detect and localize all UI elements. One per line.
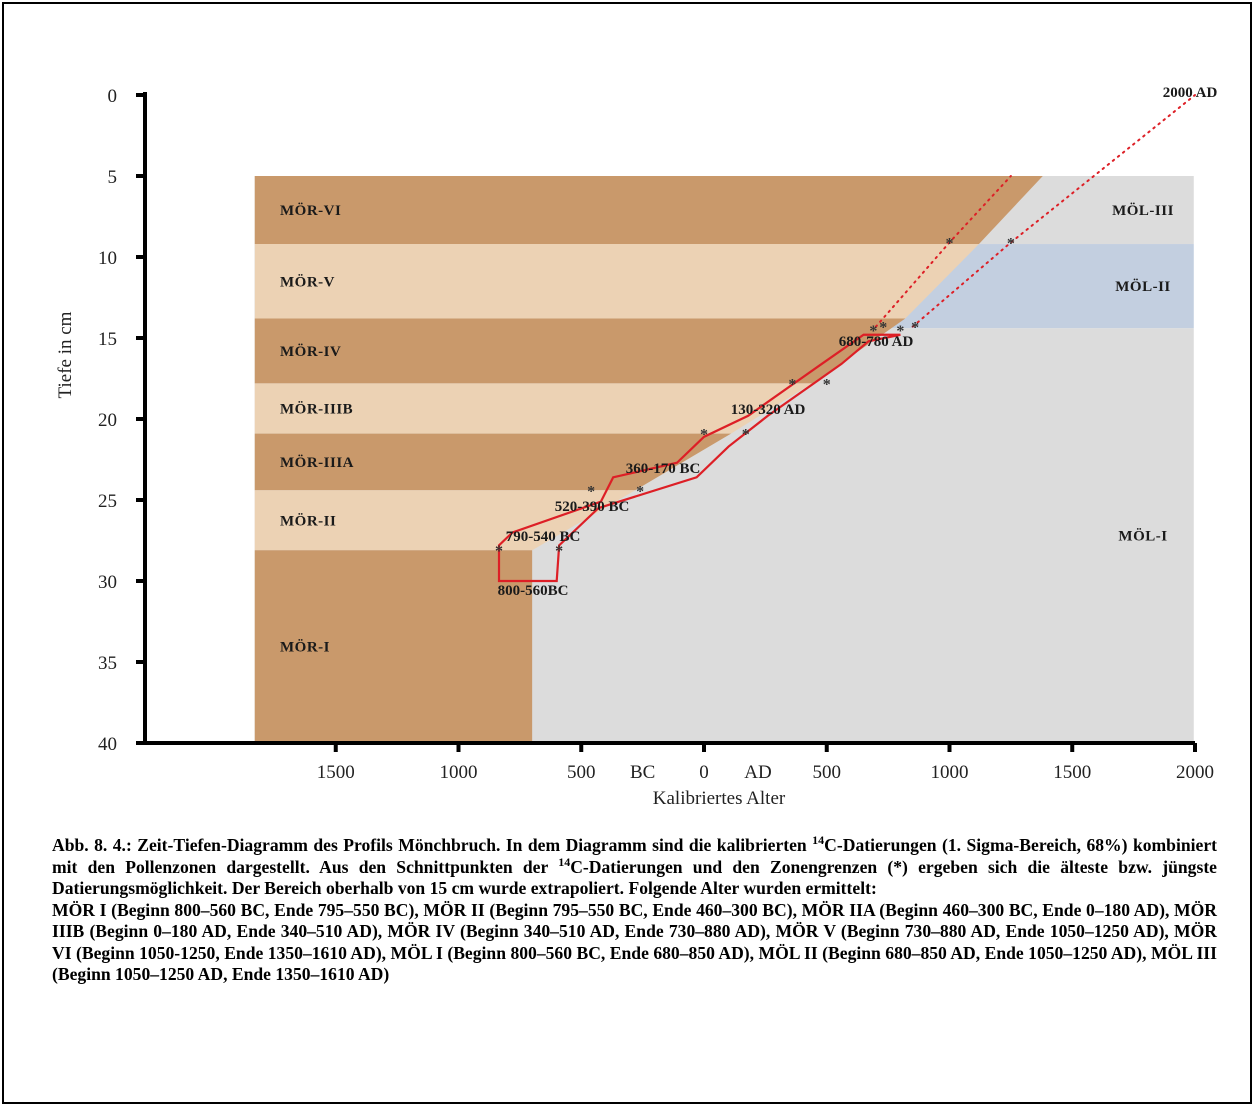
intersection-marker: * (636, 483, 644, 500)
dating-label: 520-390 BC (555, 499, 630, 515)
axes (136, 92, 1197, 752)
y-tick-label: 20 (98, 410, 117, 431)
caption-text: C-Datierungen (1. Sigma-Bereich, 68%) ko… (52, 835, 1218, 877)
mor-zone-band (254, 318, 906, 384)
y-tick-label: 10 (98, 248, 117, 269)
x-axis-title: Kalibriertes Alter (653, 788, 786, 809)
dating-label: 790-540 BC (506, 529, 581, 545)
mor-zone-label: MÖR-II (280, 512, 336, 529)
dating-label: 360-170 BC (626, 461, 701, 477)
x-tick-label: 1000 (440, 762, 478, 783)
x-era-label: AD (744, 762, 771, 783)
dating-label: 800-560BC (498, 583, 569, 599)
x-tick-label: 1500 (1053, 762, 1091, 783)
intersection-marker: * (700, 427, 708, 444)
y-tick-label: 25 (98, 491, 117, 512)
mor-zone-band (254, 383, 813, 434)
intersection-marker: * (1007, 235, 1015, 252)
dating-label: 680-780 AD (839, 334, 914, 350)
mor-zone-band (254, 176, 1043, 245)
mor-zone-band (254, 490, 636, 551)
intersection-marker: * (788, 376, 796, 393)
caption-superscript: 14 (812, 833, 825, 848)
intersection-marker: * (823, 376, 831, 393)
y-tick-label: 40 (98, 734, 117, 755)
x-tick-label: 2000 (1176, 762, 1214, 783)
y-tick-label: 35 (98, 653, 117, 674)
y-tick-label: 15 (98, 329, 117, 350)
intersection-marker: * (879, 320, 887, 337)
intersection-marker: * (869, 323, 877, 340)
mor-zone-band (254, 244, 979, 319)
data-lines (497, 94, 1196, 583)
chart-labels: MÖR-VI MÖR-V MÖR-IV MÖR-IIIB MÖR-IIIA MÖR-II M… (98, 85, 1217, 783)
intersection-marker: * (946, 235, 954, 252)
mor-zone-label: MÖR-I (280, 639, 330, 656)
mor-zone-label: MÖR-IV (280, 343, 341, 360)
caption-text: Abb. 8. 4.: Zeit-Tiefen-Diagramm des Pro… (52, 835, 813, 855)
caption-text: MÖR I (Beginn 800–560 BC, Ende 795–550 B… (52, 899, 1217, 985)
mor-zone-label: MÖR-VI (280, 202, 341, 219)
caption-paragraph: Abb. 8. 4.: Zeit-Tiefen-Diagramm des Pro… (52, 833, 1218, 900)
caption-text: C-Datierungen und den Zonengrenzen (*) e… (52, 856, 1217, 899)
extrapolation-label: 2000 AD (1163, 85, 1218, 101)
caption-paragraph: MÖR I (Beginn 800–560 BC, Ende 795–550 B… (52, 900, 1217, 986)
mor-zone-label: MÖR-V (280, 273, 335, 290)
intersection-marker: * (896, 323, 904, 340)
intersection-marker: * (911, 320, 919, 337)
extrapolation-line (911, 94, 1196, 328)
caption-superscript: 14 (558, 854, 571, 869)
mor-zone-band (254, 433, 732, 491)
y-tick-label: 30 (98, 572, 117, 593)
y-tick-label: 5 (108, 167, 118, 188)
intersection-marker: * (587, 483, 595, 500)
zone-backgrounds (254, 176, 1194, 743)
mol-zone-label: MÖL-II (1115, 278, 1171, 295)
x-tick-label: 1000 (931, 762, 969, 783)
mol-zone-label: MÖL-I (1118, 528, 1167, 545)
mor-zone-label: MÖR-IIIB (280, 400, 353, 417)
mor-zone-band (254, 550, 533, 743)
dating-envelope (497, 333, 901, 583)
x-tick-label: 500 (813, 762, 842, 783)
x-tick-label: 1500 (317, 762, 355, 783)
age-depth-chart: MÖR-VI MÖR-V MÖR-IV MÖR-IIIB MÖR-IIIA MÖR-II M… (55, 85, 1217, 809)
intersection-marker: * (495, 543, 503, 560)
x-era-label: BC (630, 762, 655, 783)
mol-zone-label: MÖL-III (1112, 202, 1174, 219)
y-axis-title: Tiefe in cm (55, 311, 76, 398)
dating-label: 130-320 AD (731, 402, 806, 418)
mor-zone-label: MÖR-IIIA (280, 454, 354, 471)
x-tick-label: 0 (699, 762, 709, 783)
figure-caption: Abb. 8. 4.: Zeit-Tiefen-Diagramm des Pro… (52, 833, 1218, 986)
extrapolation-line (874, 175, 1012, 328)
y-tick-label: 0 (108, 86, 118, 107)
intersection-marker: * (555, 543, 563, 560)
x-tick-label: 500 (567, 762, 596, 783)
intersection-marker: * (742, 427, 750, 444)
